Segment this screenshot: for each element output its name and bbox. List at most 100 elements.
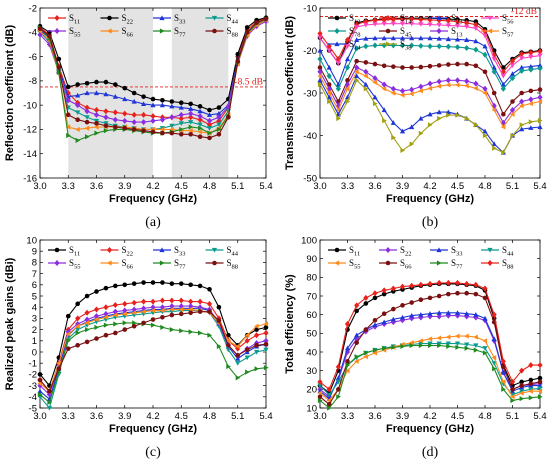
legend-swatch-marker [334, 247, 340, 253]
y-tick-label: -20 [303, 46, 317, 57]
data-point [427, 35, 433, 41]
data-point [122, 300, 128, 307]
x-tick-label: 5.4 [259, 411, 272, 422]
data-point [131, 127, 137, 132]
series-S78 [317, 42, 543, 92]
data-point [473, 46, 479, 53]
data-point [178, 104, 184, 110]
data-point [363, 350, 369, 356]
data-point [491, 355, 497, 361]
series-S44 [317, 341, 543, 398]
data-point [235, 356, 241, 361]
data-point [216, 318, 222, 323]
data-point [84, 309, 90, 316]
data-point [409, 35, 415, 41]
series-S22 [37, 15, 269, 113]
data-point [317, 77, 323, 83]
data-point [103, 304, 109, 311]
y-tick-label: -4 [29, 28, 37, 39]
data-point [418, 42, 424, 49]
legend-entry: S22 [122, 13, 134, 26]
data-point [75, 117, 80, 123]
data-point [537, 98, 543, 105]
legend-swatch-marker [334, 28, 340, 34]
data-point [372, 42, 378, 49]
data-point [436, 63, 442, 68]
data-point [464, 61, 469, 67]
data-point [482, 33, 488, 39]
data-point [390, 21, 396, 27]
data-point [263, 16, 269, 22]
legend-entry: S57 [502, 26, 514, 39]
data-point [216, 343, 222, 349]
data-point [519, 390, 524, 396]
data-point [418, 35, 424, 41]
y-tick-label: 20 [306, 385, 317, 396]
data-point [188, 124, 194, 130]
data-point [206, 117, 213, 124]
data-point [473, 85, 478, 91]
data-point [317, 73, 323, 79]
data-point [464, 345, 470, 351]
data-point [188, 310, 193, 316]
x-tick-label: 3.9 [396, 181, 409, 192]
data-point [354, 58, 359, 64]
data-point [263, 325, 269, 330]
data-point [537, 362, 543, 369]
legend: S11 S22 S33 S44 S55 S66 S77 S88 [328, 245, 514, 271]
data-point [427, 122, 433, 128]
legend-swatch-marker [436, 28, 442, 34]
legend-entry: S22 [400, 245, 412, 258]
data-point [500, 73, 506, 79]
data-point [436, 78, 442, 85]
data-point [446, 343, 451, 349]
data-point [84, 108, 90, 115]
data-point [326, 401, 332, 407]
data-point [93, 306, 100, 313]
data-point [326, 64, 332, 70]
legend-entry-subscript: 55 [74, 32, 81, 39]
series-S14 [317, 16, 543, 75]
data-point [427, 63, 433, 69]
data-point [473, 343, 479, 349]
legend-entry-subscript: 12 [354, 19, 361, 26]
data-point [427, 43, 433, 50]
data-point [197, 108, 203, 114]
data-point [537, 375, 543, 381]
panel-label: (b) [422, 215, 439, 230]
data-point [409, 21, 415, 27]
y-tick-label: -50 [303, 173, 317, 184]
data-point [528, 125, 534, 130]
data-point [235, 353, 241, 358]
data-point [94, 121, 99, 126]
data-point [178, 115, 184, 122]
data-point [216, 105, 222, 110]
data-point [372, 322, 378, 328]
legend-entry-subscript: 77 [179, 264, 186, 271]
data-point [418, 338, 423, 344]
series-S57 [317, 69, 543, 130]
data-point [528, 49, 534, 56]
series-line [39, 307, 267, 400]
x-tick-label: 5.1 [231, 411, 244, 422]
data-point [235, 375, 241, 381]
data-point [399, 128, 406, 134]
data-point [179, 126, 184, 133]
data-point [437, 342, 442, 349]
data-point [473, 347, 479, 353]
data-point [345, 362, 351, 368]
data-point [409, 16, 415, 23]
data-point [391, 64, 396, 69]
legend-entry: S88 [502, 258, 514, 271]
y-axis-title: Reflection coefficient (dB) [4, 25, 16, 162]
data-point [103, 332, 109, 338]
data-point [454, 279, 461, 286]
data-point [501, 364, 506, 370]
data-point [197, 113, 203, 120]
data-point [150, 322, 156, 328]
data-point [519, 126, 525, 132]
x-tick-label: 3.0 [313, 411, 326, 422]
legend-entry-subscript: 33 [179, 251, 186, 258]
data-point [427, 342, 433, 349]
data-point [509, 71, 516, 76]
